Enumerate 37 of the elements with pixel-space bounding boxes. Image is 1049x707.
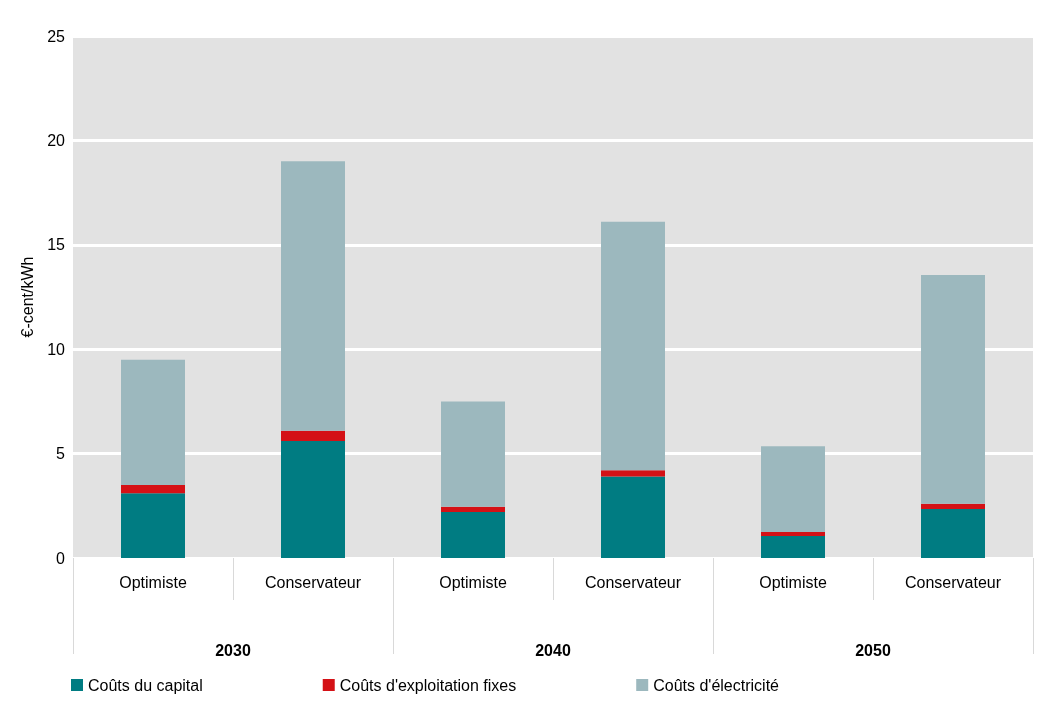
y-tick-label: 20: [47, 131, 66, 149]
y-tick-label: 10: [47, 340, 66, 358]
text: 2050: [855, 641, 891, 659]
bar: [281, 441, 345, 558]
bar: [121, 484, 185, 494]
legend-label: Coûts d'électricité: [653, 676, 780, 694]
y-tick-label: 0: [56, 549, 66, 567]
legend-label: Coûts du capital: [88, 676, 203, 694]
bar: [441, 401, 505, 507]
x-tick-label: Optimiste: [759, 573, 827, 591]
x-tick-label: Optimiste: [119, 573, 187, 591]
bar: [441, 512, 505, 558]
x-tick-label: Conservateur: [584, 573, 682, 591]
bar: [761, 531, 825, 537]
bar: [601, 470, 665, 477]
y-tick-label: 15: [47, 236, 66, 254]
y-tick-label: 25: [47, 27, 66, 45]
bar: [921, 503, 985, 509]
x-tick-label: Conservateur: [264, 573, 362, 591]
bar: [601, 221, 665, 471]
bar: [121, 359, 185, 485]
y-axis-title: €-cent/kWh: [18, 256, 36, 338]
bar: [921, 508, 985, 558]
bar: [761, 536, 825, 558]
bar: [281, 430, 345, 442]
text: 2030: [215, 641, 251, 659]
legend-label: Coûts d'exploitation fixes: [339, 676, 517, 694]
bar: [761, 446, 825, 532]
bar: [441, 506, 505, 513]
text: 2040: [535, 641, 571, 659]
bar: [921, 275, 985, 504]
bar: [601, 476, 665, 558]
bar: [281, 161, 345, 431]
bar: [121, 493, 185, 558]
x-tick-label: Optimiste: [439, 573, 507, 591]
y-tick-label: 5: [56, 445, 66, 463]
x-tick-label: Conservateur: [904, 573, 1002, 591]
